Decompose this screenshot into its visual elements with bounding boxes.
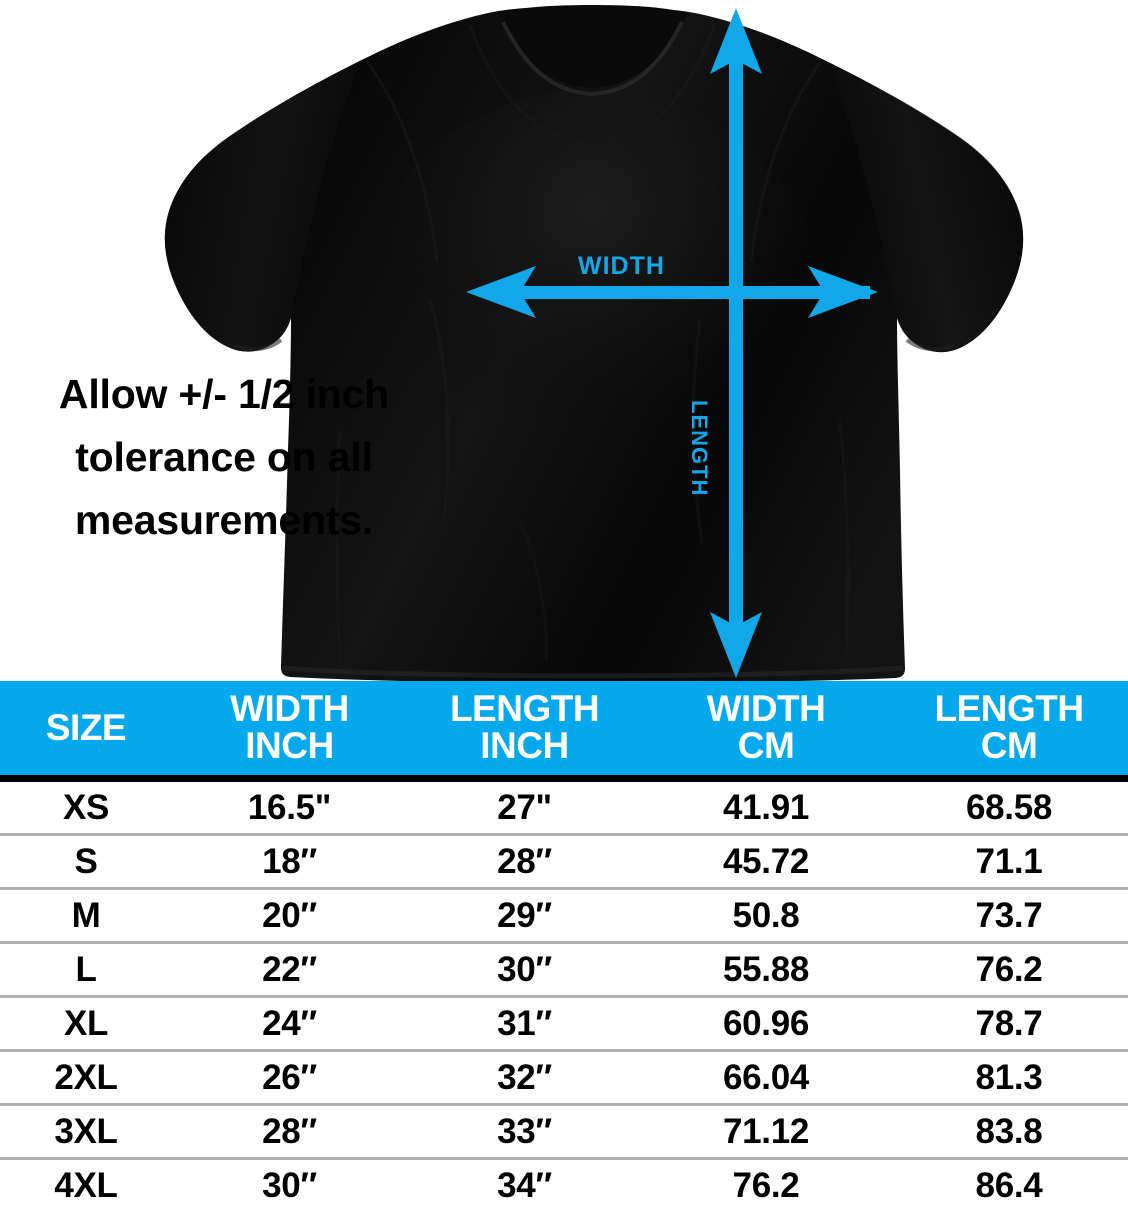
column-header-length-inch-line1: LENGTH (407, 690, 642, 727)
column-header-size-line1: SIZE (0, 709, 172, 746)
cell-length-cm: 68.58 (890, 779, 1128, 835)
cell-width-inch: 28″ (172, 1105, 407, 1159)
table-row: 3XL 28″ 33″ 71.12 83.8 (0, 1105, 1128, 1159)
cell-width-inch: 30″ (172, 1159, 407, 1211)
cell-width-cm: 55.88 (642, 943, 890, 997)
cell-size: S (0, 835, 172, 889)
cell-length-inch: 33″ (407, 1105, 642, 1159)
cell-length-inch: 27" (407, 779, 642, 835)
column-header-width-cm-line2: CM (642, 727, 890, 764)
cell-length-cm: 83.8 (890, 1105, 1128, 1159)
cell-size: 4XL (0, 1159, 172, 1211)
cell-width-inch: 24″ (172, 997, 407, 1051)
tolerance-note-line: measurements. (8, 489, 440, 552)
table-row: L 22″ 30″ 55.88 76.2 (0, 943, 1128, 997)
cell-length-inch: 30″ (407, 943, 642, 997)
cell-length-cm: 73.7 (890, 889, 1128, 943)
cell-width-inch: 18″ (172, 835, 407, 889)
cell-width-inch: 22″ (172, 943, 407, 997)
cell-size: M (0, 889, 172, 943)
cell-width-cm: 76.2 (642, 1159, 890, 1211)
column-header-length-cm-line2: CM (890, 727, 1128, 764)
length-measurement-label: LENGTH (686, 400, 712, 496)
cell-length-cm: 81.3 (890, 1051, 1128, 1105)
table-header-row: SIZE WIDTH INCH LENGTH INCH WIDTH CM LEN… (0, 681, 1128, 779)
cell-width-cm: 60.96 (642, 997, 890, 1051)
cell-width-cm: 71.12 (642, 1105, 890, 1159)
cell-length-cm: 78.7 (890, 997, 1128, 1051)
size-chart-table: SIZE WIDTH INCH LENGTH INCH WIDTH CM LEN… (0, 681, 1128, 1211)
cell-width-cm: 41.91 (642, 779, 890, 835)
cell-size: 2XL (0, 1051, 172, 1105)
column-header-length-cm-line1: LENGTH (890, 690, 1128, 727)
table-row: S 18″ 28″ 45.72 71.1 (0, 835, 1128, 889)
cell-length-cm: 86.4 (890, 1159, 1128, 1211)
cell-size: XS (0, 779, 172, 835)
cell-width-cm: 50.8 (642, 889, 890, 943)
table-row: 4XL 30″ 34″ 76.2 86.4 (0, 1159, 1128, 1211)
cell-width-cm: 66.04 (642, 1051, 890, 1105)
cell-size: 3XL (0, 1105, 172, 1159)
column-header-width-cm-line1: WIDTH (642, 690, 890, 727)
table-row: 2XL 26″ 32″ 66.04 81.3 (0, 1051, 1128, 1105)
column-header-length-inch-line2: INCH (407, 727, 642, 764)
cell-length-cm: 71.1 (890, 835, 1128, 889)
column-header-width-inch: WIDTH INCH (172, 681, 407, 779)
cell-width-inch: 16.5" (172, 779, 407, 835)
table-body: XS 16.5" 27" 41.91 68.58 S 18″ 28″ 45.72… (0, 779, 1128, 1211)
cell-length-inch: 29″ (407, 889, 642, 943)
tolerance-note-line: Allow +/- 1/2 inch (8, 363, 440, 426)
table-row: XL 24″ 31″ 60.96 78.7 (0, 997, 1128, 1051)
cell-length-inch: 28″ (407, 835, 642, 889)
cell-width-cm: 45.72 (642, 835, 890, 889)
cell-size: XL (0, 997, 172, 1051)
cell-length-inch: 31″ (407, 997, 642, 1051)
cell-length-inch: 32″ (407, 1051, 642, 1105)
column-header-size: SIZE (0, 681, 172, 779)
column-header-width-inch-line1: WIDTH (172, 690, 407, 727)
column-header-width-cm: WIDTH CM (642, 681, 890, 779)
width-measurement-label: WIDTH (578, 252, 665, 281)
column-header-length-cm: LENGTH CM (890, 681, 1128, 779)
cell-size: L (0, 943, 172, 997)
column-header-width-inch-line2: INCH (172, 727, 407, 764)
cell-length-cm: 76.2 (890, 943, 1128, 997)
tolerance-note: Allow +/- 1/2 inch tolerance on all meas… (8, 363, 440, 552)
table-row: M 20″ 29″ 50.8 73.7 (0, 889, 1128, 943)
tshirt-illustration (0, 0, 1128, 681)
cell-width-inch: 26″ (172, 1051, 407, 1105)
table-row: XS 16.5" 27" 41.91 68.58 (0, 779, 1128, 835)
cell-width-inch: 20″ (172, 889, 407, 943)
column-header-length-inch: LENGTH INCH (407, 681, 642, 779)
tshirt-measurement-diagram: WIDTH LENGTH Allow +/- 1/2 inch toleranc… (0, 0, 1128, 681)
shirt-silhouette (165, 5, 1023, 681)
tolerance-note-line: tolerance on all (8, 426, 440, 489)
cell-length-inch: 34″ (407, 1159, 642, 1211)
